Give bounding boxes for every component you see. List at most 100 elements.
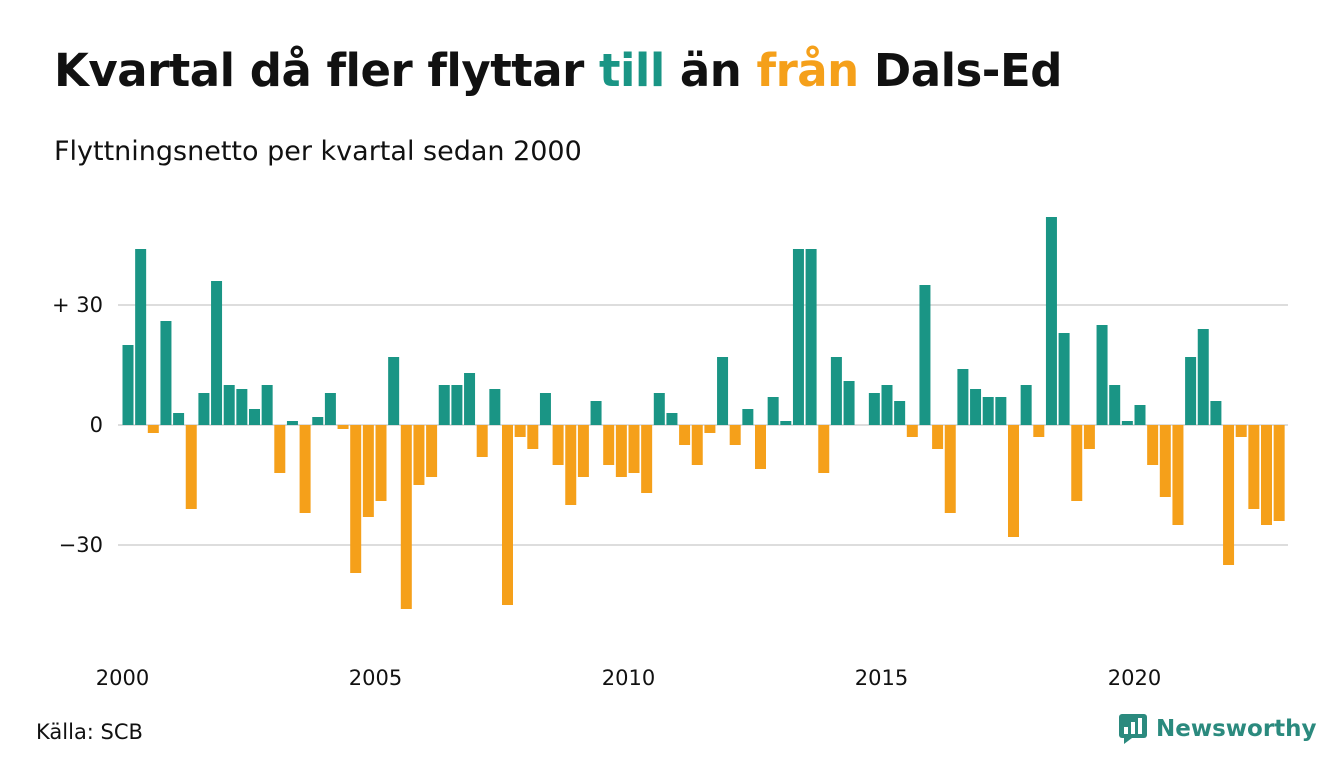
bar bbox=[679, 425, 691, 445]
bar bbox=[729, 425, 741, 445]
bar bbox=[261, 385, 273, 425]
bar bbox=[489, 389, 501, 425]
bar bbox=[919, 285, 931, 425]
bar bbox=[1235, 425, 1247, 437]
bar bbox=[1033, 425, 1045, 437]
bar bbox=[160, 321, 172, 425]
bar bbox=[1121, 421, 1133, 425]
bar bbox=[1159, 425, 1171, 497]
bar bbox=[476, 425, 488, 457]
bar bbox=[1020, 385, 1032, 425]
bar bbox=[552, 425, 564, 465]
title-part-3: än bbox=[664, 44, 757, 97]
x-tick-label: 2010 bbox=[602, 666, 655, 690]
bars bbox=[122, 217, 1285, 609]
bar bbox=[1134, 405, 1146, 425]
chart-title: Kvartal då fler flyttar till än från Dal… bbox=[54, 44, 1062, 97]
bar bbox=[236, 389, 248, 425]
bar bbox=[249, 409, 260, 425]
bar bbox=[868, 393, 880, 425]
x-tick-label: 2020 bbox=[1108, 666, 1161, 690]
x-tick-label: 2000 bbox=[96, 666, 149, 690]
title-highlight-fran: från bbox=[756, 44, 860, 97]
bar bbox=[792, 249, 804, 425]
bar bbox=[375, 425, 387, 501]
bar bbox=[274, 425, 286, 473]
bar bbox=[324, 393, 336, 425]
bar bbox=[805, 249, 817, 425]
bar bbox=[1210, 401, 1222, 425]
bar bbox=[982, 397, 994, 425]
bar bbox=[388, 357, 400, 425]
source-note: Källa: SCB bbox=[36, 720, 143, 744]
brand-logo: Newsworthy bbox=[1118, 712, 1317, 746]
bar bbox=[628, 425, 640, 473]
bar bbox=[1058, 333, 1070, 425]
bar bbox=[894, 401, 906, 425]
bar bbox=[653, 393, 665, 425]
bar bbox=[135, 249, 147, 425]
bar bbox=[400, 425, 412, 609]
bar bbox=[299, 425, 311, 513]
bar bbox=[641, 425, 653, 493]
chart-subtitle: Flyttningsnetto per kvartal sedan 2000 bbox=[54, 136, 582, 167]
bar bbox=[464, 373, 476, 425]
bar bbox=[818, 425, 830, 473]
bar bbox=[577, 425, 589, 477]
brand-name: Newsworthy bbox=[1156, 716, 1317, 742]
title-part-1: Kvartal då fler flyttar bbox=[54, 44, 599, 97]
bar bbox=[438, 385, 450, 425]
bar bbox=[337, 425, 349, 429]
bar bbox=[906, 425, 918, 437]
x-tick-label: 2005 bbox=[349, 666, 402, 690]
bar bbox=[944, 425, 956, 513]
bar bbox=[1147, 425, 1159, 465]
newsworthy-logo-icon bbox=[1119, 714, 1147, 744]
bar bbox=[185, 425, 197, 509]
bar bbox=[666, 413, 678, 425]
bar bbox=[362, 425, 374, 517]
bar bbox=[413, 425, 425, 485]
bar bbox=[514, 425, 526, 437]
y-tick-label: −30 bbox=[59, 533, 103, 557]
bar bbox=[1045, 217, 1057, 425]
bar bbox=[970, 389, 982, 425]
bar bbox=[590, 401, 602, 425]
bar bbox=[312, 417, 324, 425]
bar bbox=[173, 413, 185, 425]
bar bbox=[755, 425, 766, 469]
bar bbox=[122, 345, 134, 425]
bar bbox=[286, 421, 298, 425]
bar bbox=[451, 385, 463, 425]
y-tick-label: + 30 bbox=[52, 293, 103, 317]
bar bbox=[565, 425, 577, 505]
bar bbox=[1261, 425, 1272, 525]
bar bbox=[717, 357, 729, 425]
bar bbox=[830, 357, 842, 425]
bar bbox=[502, 425, 513, 605]
bar bbox=[223, 385, 235, 425]
bar bbox=[603, 425, 615, 465]
bar bbox=[1096, 325, 1108, 425]
bar bbox=[211, 281, 223, 425]
bar bbox=[615, 425, 627, 477]
x-axis-labels: 2000 2005 2010 2015 2020 bbox=[96, 666, 1161, 690]
bar bbox=[704, 425, 716, 433]
bar bbox=[1172, 425, 1184, 525]
bar bbox=[1071, 425, 1083, 501]
bar bbox=[957, 369, 969, 425]
bar bbox=[1008, 425, 1019, 537]
bar bbox=[1197, 329, 1209, 425]
y-axis-labels: + 30 0 −30 bbox=[52, 293, 103, 557]
bar bbox=[539, 393, 551, 425]
bar bbox=[995, 397, 1007, 425]
bar bbox=[691, 425, 703, 465]
title-highlight-till: till bbox=[598, 44, 665, 97]
bar bbox=[350, 425, 362, 573]
bar bbox=[1109, 385, 1121, 425]
bar bbox=[932, 425, 944, 449]
y-tick-label: 0 bbox=[90, 413, 103, 437]
bar bbox=[881, 385, 893, 425]
bar bbox=[426, 425, 438, 477]
bar bbox=[1248, 425, 1260, 509]
